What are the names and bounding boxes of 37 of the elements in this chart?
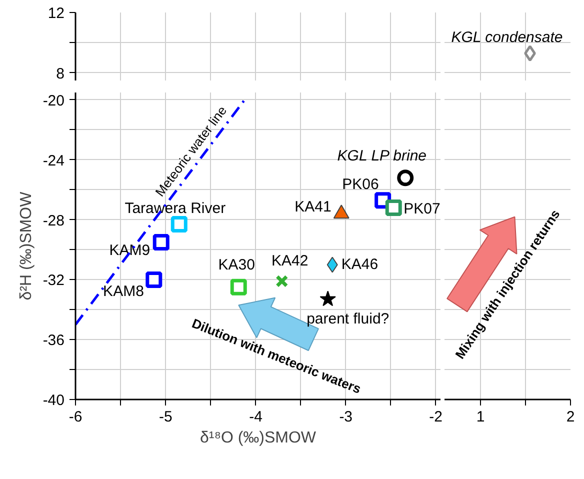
y-tick-label: -24	[42, 152, 65, 170]
point	[385, 200, 402, 216]
series-label: KA30	[218, 256, 255, 274]
x-axis-title: δ¹⁸O (‰)SMOW	[200, 430, 317, 446]
y-tick-label: -28	[42, 212, 65, 230]
series-label: parent fluid?	[306, 310, 390, 328]
series-label: KA41	[294, 198, 332, 216]
x-tick-label: 2	[566, 408, 575, 426]
x-tick-label: -4	[249, 408, 262, 426]
point	[397, 170, 414, 186]
series-label: KAM9	[109, 242, 150, 259]
series-label: KA42	[272, 252, 308, 270]
point	[170, 216, 188, 233]
series-label: KGL LP brine	[337, 147, 427, 164]
y-tick-label: -36	[42, 332, 65, 350]
y-tick-label: 12	[48, 5, 65, 22]
point	[276, 274, 288, 288]
x-tick-label: -6	[68, 408, 82, 426]
x-tick-label: 1	[476, 408, 485, 426]
point	[146, 271, 162, 288]
series-label: KGL condensate	[451, 28, 563, 46]
x-tick-label: -2	[429, 408, 443, 426]
x-tick-label: -5	[158, 408, 172, 426]
series-label: KAM8	[103, 283, 144, 300]
series-label: PK07	[404, 200, 440, 218]
point	[230, 278, 247, 296]
y-tick-label: -40	[42, 392, 65, 409]
series-label: KA46	[341, 256, 378, 274]
y-axis-title: δ²H (‰)SMOW	[18, 190, 35, 300]
series-label: Tarawera River	[124, 200, 226, 217]
point	[152, 234, 170, 251]
y-tick-label: 8	[56, 65, 64, 82]
point	[320, 290, 336, 306]
y-tick-label: -20	[42, 92, 65, 110]
series-label: PK06	[342, 176, 379, 193]
y-tick-label: -32	[42, 272, 65, 290]
x-tick-label: -3	[339, 408, 353, 426]
